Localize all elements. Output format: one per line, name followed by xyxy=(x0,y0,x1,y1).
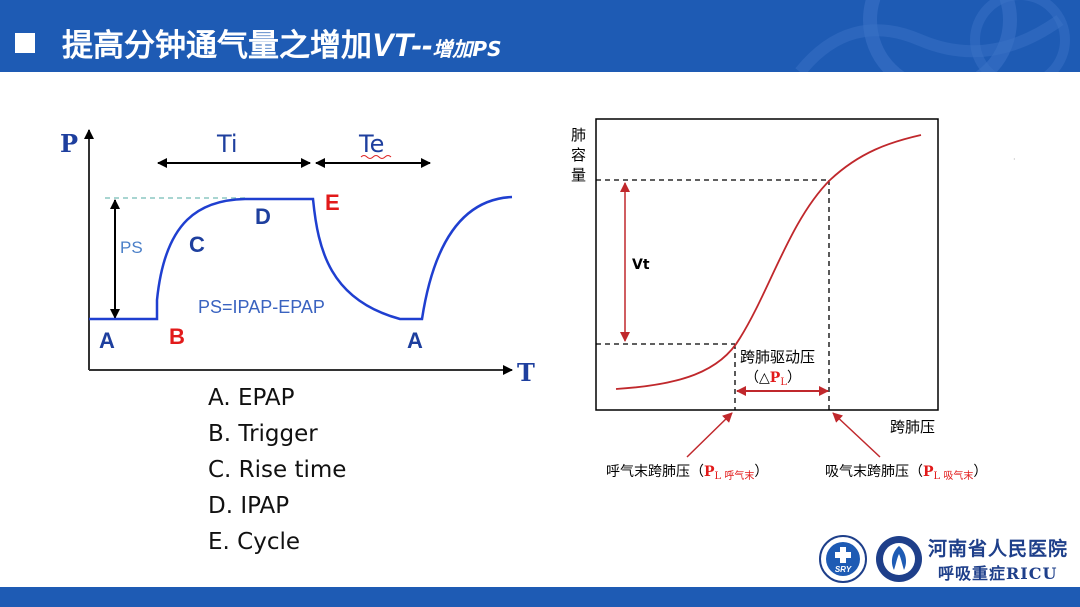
ti-label: Ti xyxy=(216,130,238,158)
hospital-logo-group: SRY 河南省人民医院 呼吸重症RICU xyxy=(818,530,1080,586)
legend-item-c: C. Rise time xyxy=(208,457,347,483)
ricu-logo-icon xyxy=(876,536,922,582)
insp-label: 吸气末跨肺压（PL 吸气末） xyxy=(825,464,987,482)
footer-bar xyxy=(0,587,1080,607)
point-d: D xyxy=(255,204,271,229)
right-y-label-3: 量 xyxy=(571,166,586,184)
drive-label: 跨肺驱动压 xyxy=(740,348,815,366)
header-bullet-icon xyxy=(15,33,35,53)
legend-item-e: E. Cycle xyxy=(208,529,301,555)
legend-item-a: A. EPAP xyxy=(208,385,295,411)
formula-label: PS=IPAP-EPAP xyxy=(198,297,325,317)
right-y-label-1: 肺 xyxy=(571,126,586,144)
svg-text:SRY: SRY xyxy=(835,565,852,574)
te-underline-squiggle xyxy=(360,155,392,159)
vt-label: Vt xyxy=(632,257,650,273)
point-b: B xyxy=(169,324,185,349)
title-small: 增加PS xyxy=(432,37,502,61)
page-title: 提高分钟通气量之增加VT--增加PS xyxy=(62,25,502,69)
left-y-axis-label: P xyxy=(60,129,78,158)
pressure-curve xyxy=(89,195,513,321)
insp-pointer-arrow xyxy=(832,412,881,458)
department-name: 呼吸重症RICU xyxy=(938,564,1058,583)
point-e: E xyxy=(325,190,340,215)
hospital-name: 河南省人民医院 xyxy=(928,538,1069,560)
header-decoration xyxy=(795,0,1070,72)
legend-list: A. EPAP B. Trigger C. Rise time D. IPAP … xyxy=(208,380,346,560)
header-bar: 提高分钟通气量之增加VT--增加PS xyxy=(0,0,1080,72)
point-a-end: A xyxy=(407,328,423,353)
ps-label: PS xyxy=(120,238,143,257)
drive-expression: （△PL） xyxy=(745,370,801,388)
plot-frame xyxy=(595,118,939,411)
point-a-start: A xyxy=(99,328,115,353)
legend-item-b: B. Trigger xyxy=(208,421,318,447)
compliance-curve-diagram: 肺 容 量 跨肺压 Vt 跨肺驱动压 （△PL） 呼气末跨肺压（PL 呼气末） … xyxy=(571,118,1016,482)
pressure-time-diagram: P T Ti Te PS PS=IPAP-EPAP A B C D E A xyxy=(60,129,535,387)
point-c: C xyxy=(189,232,205,257)
stray-mark: · xyxy=(1013,155,1016,164)
title-main: 提高分钟通气量之增加 xyxy=(62,28,372,64)
left-x-axis-label: T xyxy=(517,358,535,387)
legend-item-d: D. IPAP xyxy=(208,493,290,519)
title-vt: VT-- xyxy=(372,27,433,63)
exp-label: 呼气末跨肺压（PL 呼气末） xyxy=(606,464,768,482)
right-y-label-2: 容 xyxy=(571,146,586,164)
compliance-curve xyxy=(615,134,922,390)
exp-pointer-arrow xyxy=(686,412,733,458)
sry-logo-icon: SRY xyxy=(819,535,867,583)
te-label: Te xyxy=(358,130,384,158)
right-x-label: 跨肺压 xyxy=(890,418,935,436)
